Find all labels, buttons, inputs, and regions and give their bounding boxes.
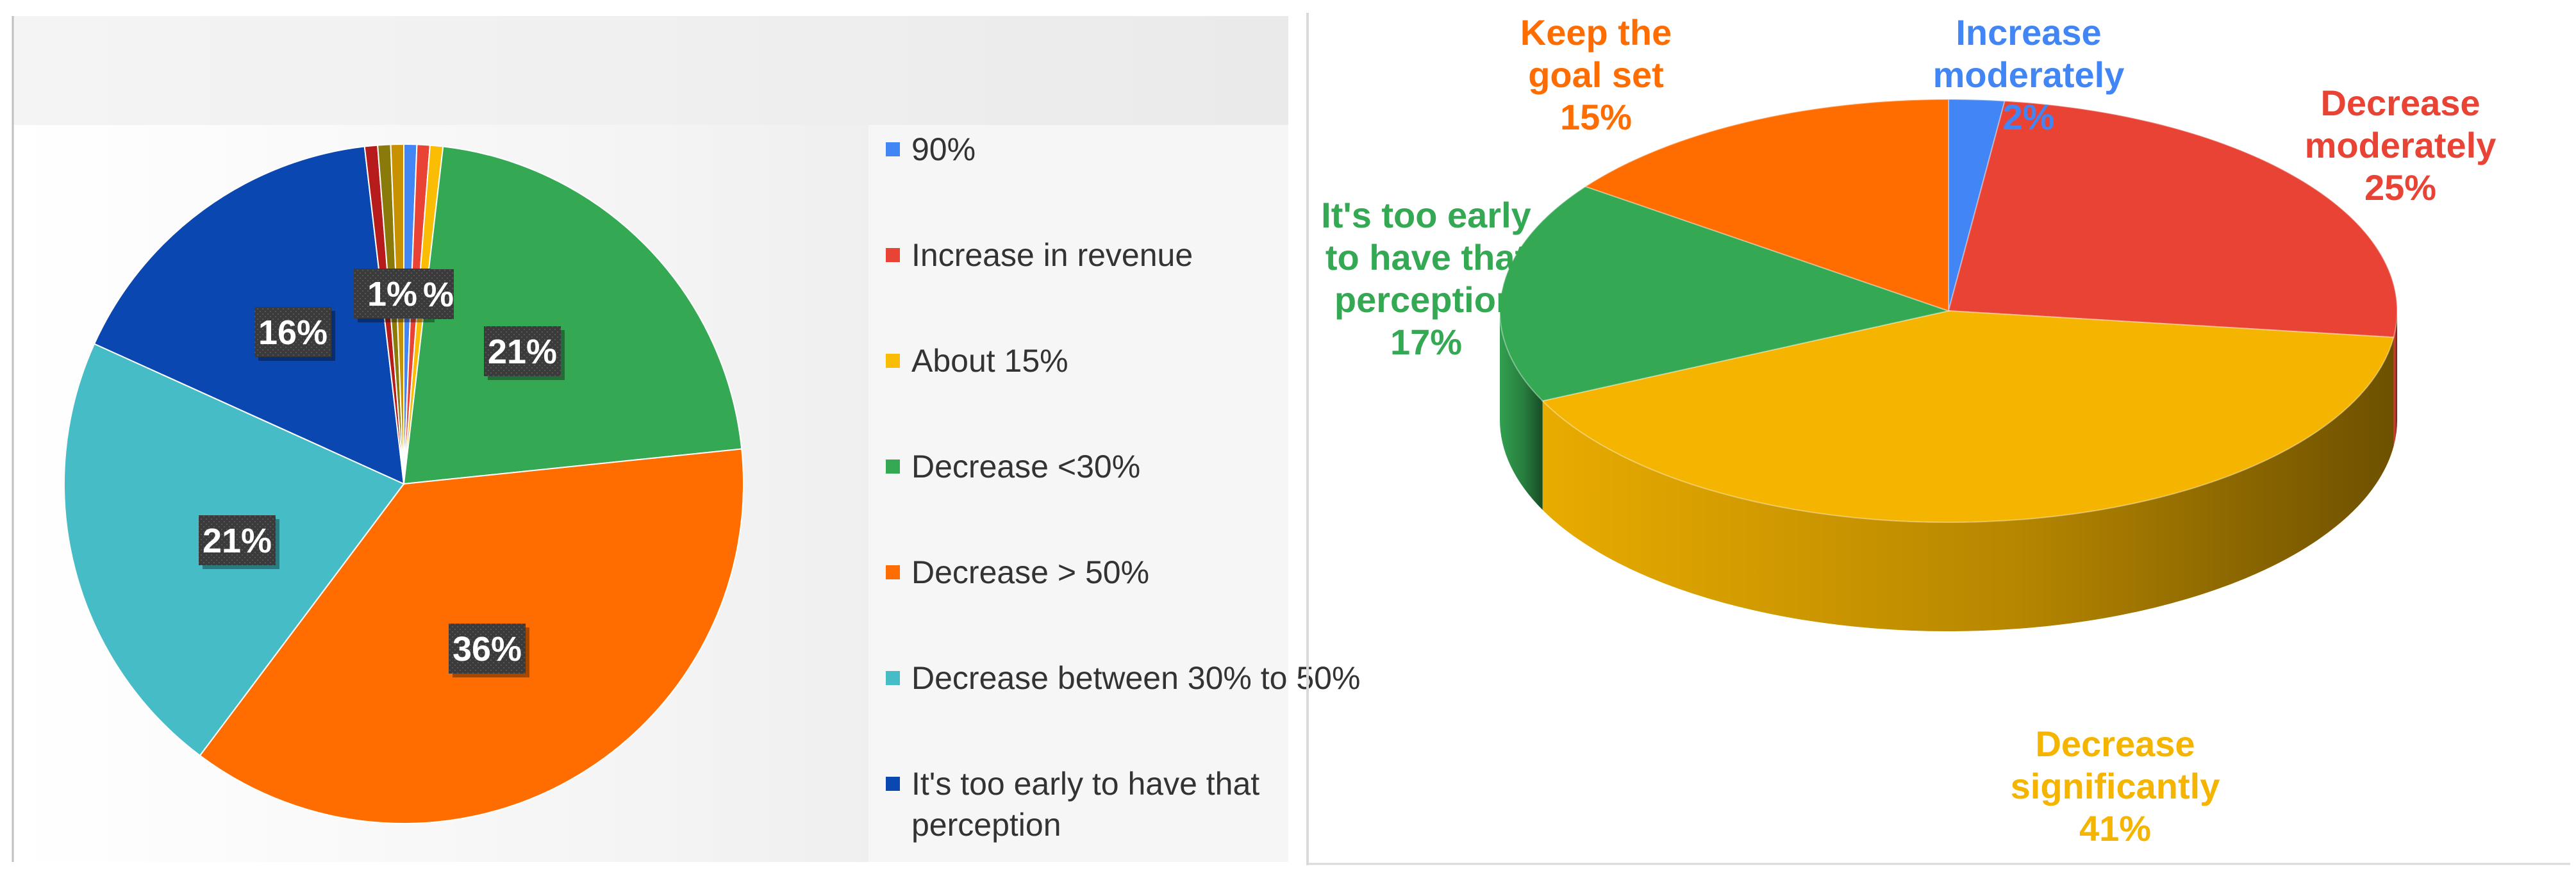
data-label-box xyxy=(354,269,431,319)
legend-swatch xyxy=(886,142,900,156)
pie-slice-it-s-too-early-to-have-that-perception xyxy=(1499,185,1951,402)
data-label: 21% xyxy=(484,326,565,380)
legend-item-it-s-too-early-to-have-that-perception: It's too early to have that perception xyxy=(886,766,1259,843)
legend-background xyxy=(868,125,1288,862)
slice-label-text: Increase moderately 2% xyxy=(1933,12,2125,137)
slice-label-text: Decrease significantly 41% xyxy=(2011,724,2220,849)
data-label-text: 16% xyxy=(258,313,328,352)
legend-label: About 15% xyxy=(911,343,1068,379)
data-label-text: % xyxy=(423,276,454,314)
pie-slice-it-s-too-early-to-have-that-perception xyxy=(93,145,405,485)
legend-label: Increase in revenue xyxy=(911,237,1193,273)
legend-item-90: 90% xyxy=(886,131,976,167)
data-label-box xyxy=(484,326,561,376)
pie-side-shade xyxy=(1542,337,2394,632)
legend-swatch xyxy=(886,565,900,579)
data-label-box xyxy=(449,624,526,674)
data-label-text: 1% xyxy=(367,275,417,313)
slice-label-text: It's too early to have that perception 17% xyxy=(1321,195,1531,362)
legend-label: Decrease > 50% xyxy=(911,554,1149,590)
pie-side-shade xyxy=(1500,311,1543,510)
legend-swatch xyxy=(886,354,900,368)
slice-label-it-s-too-early-to-have-that-perception: It's too early to have that perception 17% xyxy=(1321,195,1531,362)
slice-label-keep-the-goal-set: Keep the goal set 15% xyxy=(1520,12,1672,137)
labels-right: Increase moderately 2% Decrease moderately 25… xyxy=(1321,12,2496,849)
slice-label-text: Decrease moderately 25% xyxy=(2305,83,2497,208)
pie-slice-increase-moderately xyxy=(1948,98,2006,311)
legend-item-increase-in-revenue: Increase in revenue xyxy=(886,237,1193,273)
legend-swatch xyxy=(886,460,900,474)
legend-label: 90% xyxy=(911,131,976,167)
slice-label-text: Keep the goal set 15% xyxy=(1520,12,1672,137)
legend-label: Decrease between 30% to 50% xyxy=(911,660,1360,696)
data-label-box xyxy=(254,307,331,357)
pie-chart-left: 21% 36% 21% 16% 1%% xyxy=(63,143,744,824)
pie-slice-keep-the-goal-set xyxy=(1584,98,1949,312)
right-chart-panel: Increase moderately 2% Decrease moderately 25… xyxy=(1306,12,2570,865)
data-label-box xyxy=(199,515,276,565)
pie-slice-decrease-significantly xyxy=(1541,310,2395,524)
data-label: 21% xyxy=(199,515,279,569)
data-label-text: 21% xyxy=(203,522,272,560)
legend-item-about-15: About 15% xyxy=(886,343,1068,379)
legend-label: Decrease <30% xyxy=(911,449,1140,485)
left-top-band xyxy=(13,16,1288,125)
pie-slice-decrease-30 xyxy=(403,145,743,485)
slice-label-decrease-moderately: Decrease moderately 25% xyxy=(2305,83,2497,208)
data-label-text: 21% xyxy=(488,333,557,371)
legend-item-decrease-between-30-to-50: Decrease between 30% to 50% xyxy=(886,660,1360,696)
slice-label-decrease-significantly: Decrease significantly 41% xyxy=(2011,724,2220,849)
data-label-overlap: % xyxy=(423,269,454,319)
pie-slice-decrease-moderately xyxy=(1947,100,2398,338)
data-label-text: 36% xyxy=(453,630,522,668)
legend-left: 90% Increase in revenue About 15% Decrease … xyxy=(886,131,1360,843)
legend-item-decrease-30: Decrease <30% xyxy=(886,449,1140,485)
left-chart-panel: 21% 36% 21% 16% 1%% 90% Increase in revenue Ab… xyxy=(12,16,1360,862)
pie-side-shade xyxy=(2393,311,2397,447)
legend-swatch xyxy=(886,671,900,685)
legend-label: It's too early to have that perception xyxy=(911,766,1259,843)
legend-swatch xyxy=(886,248,900,262)
legend-swatch xyxy=(886,777,900,791)
data-label-box xyxy=(423,269,454,319)
pie-chart-right-3d xyxy=(1499,98,2398,632)
data-label: 16% xyxy=(254,307,335,361)
slice-label-increase-moderately: Increase moderately 2% xyxy=(1933,12,2125,137)
data-label: 1% xyxy=(354,269,435,322)
legend-item-decrease-50: Decrease > 50% xyxy=(886,554,1149,590)
data-label: 36% xyxy=(449,624,529,677)
